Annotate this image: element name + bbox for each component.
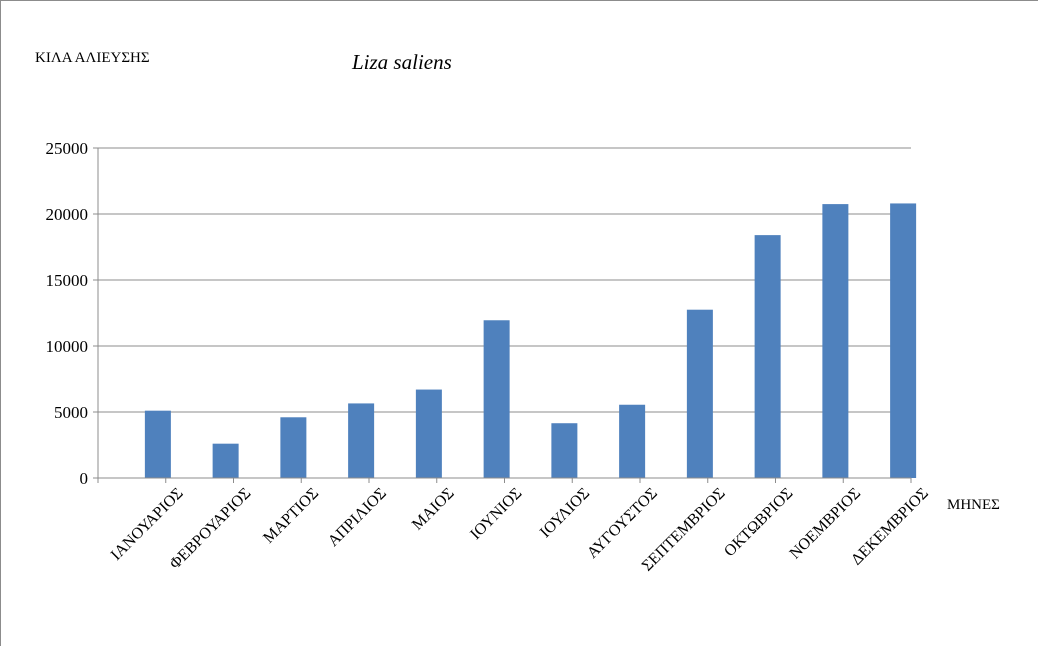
x-category-label: ΙΟΥΝΙΟΣ <box>467 485 525 543</box>
bar-12 <box>890 203 917 478</box>
x-category-label: ΑΠΡΙΛΙΟΣ <box>325 485 390 550</box>
y-axis-label: ΚΙΛΑ ΑΛΙΕΥΣΗΣ <box>35 50 150 66</box>
y-tick-label: 20000 <box>46 205 89 224</box>
bar-5 <box>415 389 442 478</box>
y-tick-label: 15000 <box>46 271 89 290</box>
axes <box>97 148 912 483</box>
bar-3 <box>280 417 307 478</box>
bars <box>144 203 917 478</box>
y-tick-labels: 0 5000 10000 15000 20000 25000 <box>46 139 89 488</box>
bar-4 <box>348 403 375 478</box>
bar-8 <box>619 404 646 478</box>
y-tick-label: 5000 <box>54 403 88 422</box>
x-category-label: ΜΑΙΟΣ <box>409 485 458 534</box>
x-category-label: ΑΥΓΟΥΣΤΟΣ <box>584 485 661 562</box>
y-tick-label: 25000 <box>46 139 89 158</box>
x-category-label: ΟΚΤΩΒΡΙΟΣ <box>721 485 796 560</box>
x-category-label: ΙΟΥΛΙΟΣ <box>537 485 593 541</box>
bar-2 <box>212 443 239 478</box>
bar-11 <box>822 204 849 478</box>
y-tick-label: 10000 <box>46 337 89 356</box>
y-tick-label: 0 <box>80 469 89 488</box>
bar-7 <box>551 423 578 478</box>
bar-9 <box>686 309 713 478</box>
x-category-label: ΜΑΡΤΙΟΣ <box>260 485 322 547</box>
x-axis-label: ΜΗΝΕΣ <box>947 497 1000 513</box>
bar-6 <box>483 320 510 478</box>
bar-1 <box>144 410 171 478</box>
bar-10 <box>754 235 781 478</box>
chart-title: Liza saliens <box>351 50 452 74</box>
